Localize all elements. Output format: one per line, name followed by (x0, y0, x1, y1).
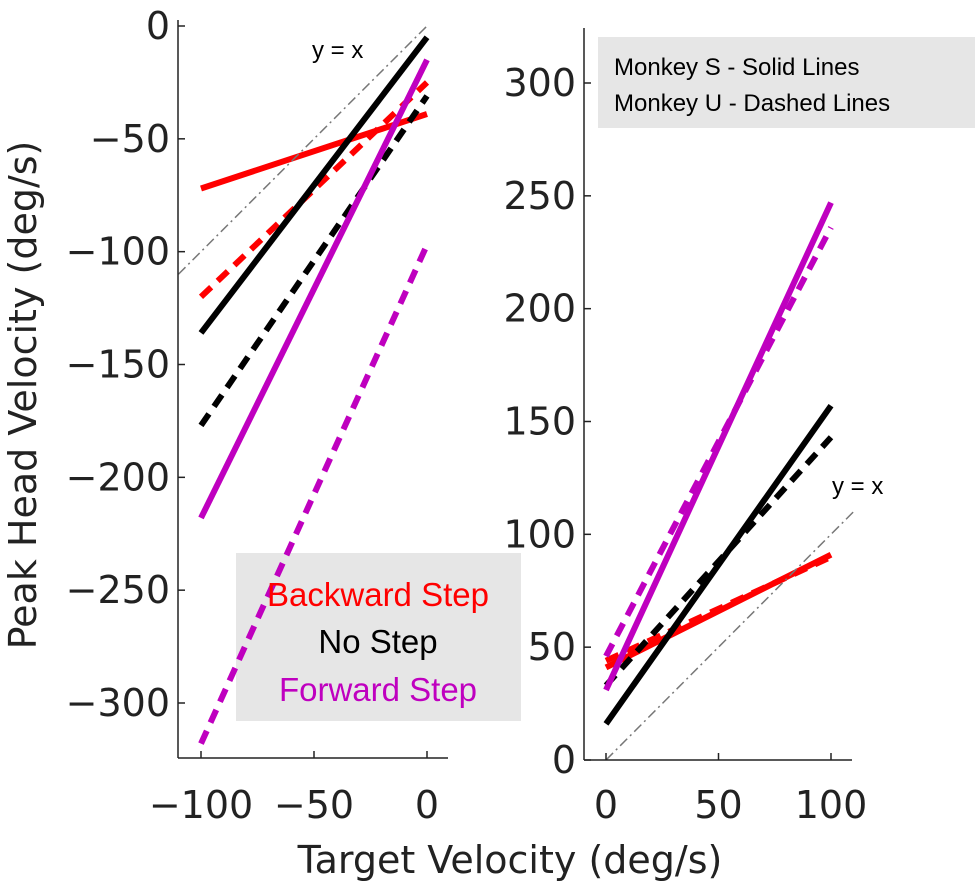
right-x-tick-label: 50 (694, 783, 742, 827)
left-y-tick-label: −250 (66, 568, 170, 612)
left-identity-dashdot-line (177, 25, 428, 275)
legend-no-step: No Step (318, 623, 437, 660)
right-x-ticks: 0 50 100 (594, 753, 867, 827)
right-legend-line-2: Monkey U - Dashed Lines (614, 90, 890, 117)
right-backward-dashed-line (604, 554, 833, 664)
legend-backward-step: Backward Step (267, 576, 489, 613)
right-y-tick-label: 200 (503, 287, 576, 331)
right-y-tick-label: 150 (503, 400, 576, 444)
left-x-tick-label: −50 (274, 783, 354, 827)
left-x-tick-label: 0 (415, 783, 439, 827)
right-legend-line-1: Monkey S - Solid Lines (614, 54, 859, 81)
right-y-tick-label: 0 (552, 738, 576, 782)
left-y-ticks: 0 −50 −100 −150 −200 −250 −300 (66, 4, 185, 725)
left-y-tick-label: −50 (90, 117, 170, 161)
left-y-tick-label: −100 (66, 230, 170, 274)
right-y-tick-label: 250 (503, 174, 576, 218)
left-y-tick-label: −300 (66, 681, 170, 725)
left-panel: 0−50−100−150−200−250−300 −100 −50 0 y = x … (66, 4, 521, 827)
left-y-tick-label: −150 (66, 343, 170, 387)
left-x-tick-label: −100 (149, 783, 253, 827)
x-axis-title: Target Velocity (deg/s) (297, 838, 723, 882)
right-forward-dashed-line (603, 226, 834, 658)
right-legend-box (598, 37, 975, 128)
left-nostep-dashed-line (198, 94, 430, 428)
right-y-tick-label: 50 (528, 625, 576, 669)
right-nostep-dashed-line (603, 435, 834, 688)
left-y-tick-label: 0 (146, 4, 170, 48)
right-identity-dashdot-line (605, 511, 855, 761)
legend-forward-step: Forward Step (279, 671, 477, 708)
right-panel: Monkey S - Solid Lines Monkey U - Dashed… (503, 28, 975, 827)
left-y-tick-label: −200 (66, 455, 170, 499)
right-y-tick-label: 300 (503, 61, 576, 105)
left-nostep-solid-line (198, 35, 430, 335)
left-legend-box (236, 553, 521, 721)
right-y-ticks: 0 50 100 150 200 250 300 (503, 61, 591, 782)
right-identity-label: y = x (832, 473, 883, 500)
left-backward-solid-line (200, 111, 428, 192)
y-axis-title: Peak Head Velocity (deg/s) (1, 141, 45, 650)
left-identity-label: y = x (312, 37, 363, 64)
left-backward-dashed-line (198, 80, 430, 299)
right-x-tick-label: 100 (795, 783, 868, 827)
right-x-tick-label: 0 (594, 783, 618, 827)
right-y-tick-label: 100 (503, 512, 576, 556)
left-series-group (177, 25, 430, 745)
left-forward-solid-line (198, 58, 430, 520)
right-series-group (603, 201, 855, 761)
left-x-ticks: −100 −50 0 (149, 751, 439, 827)
